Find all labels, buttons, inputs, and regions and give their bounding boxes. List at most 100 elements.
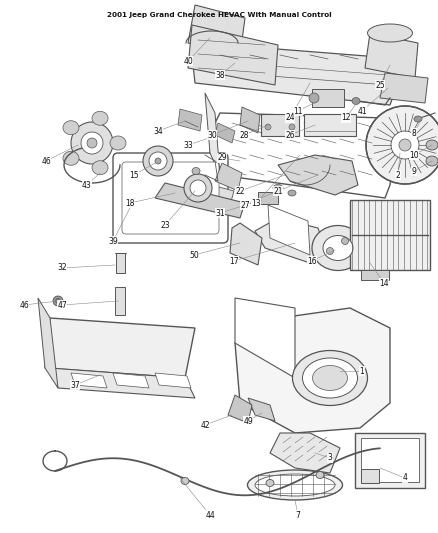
Text: 1: 1 — [360, 367, 364, 376]
Polygon shape — [215, 163, 242, 191]
Bar — [115, 287, 125, 315]
Text: 22: 22 — [235, 187, 245, 196]
Polygon shape — [215, 123, 235, 143]
FancyBboxPatch shape — [122, 162, 219, 234]
Polygon shape — [148, 171, 234, 205]
Text: 42: 42 — [200, 421, 210, 430]
Polygon shape — [230, 223, 262, 265]
Ellipse shape — [316, 472, 324, 479]
Text: 10: 10 — [409, 150, 419, 159]
Text: 2: 2 — [396, 171, 400, 180]
Text: 13: 13 — [251, 198, 261, 207]
Bar — [350, 200, 430, 270]
Text: 26: 26 — [285, 131, 295, 140]
Text: 21: 21 — [273, 187, 283, 196]
Text: 16: 16 — [307, 256, 317, 265]
Text: 40: 40 — [183, 56, 193, 66]
Ellipse shape — [293, 351, 367, 406]
Text: 14: 14 — [379, 279, 389, 287]
Ellipse shape — [352, 98, 360, 104]
Ellipse shape — [426, 140, 438, 150]
Text: 47: 47 — [57, 301, 67, 310]
Ellipse shape — [312, 366, 347, 391]
Bar — [361, 469, 379, 483]
Polygon shape — [210, 113, 395, 198]
Ellipse shape — [367, 24, 413, 42]
Ellipse shape — [143, 146, 173, 176]
Ellipse shape — [92, 111, 108, 125]
Text: 37: 37 — [70, 381, 80, 390]
Polygon shape — [71, 373, 107, 388]
Text: 46: 46 — [19, 301, 29, 310]
Ellipse shape — [53, 296, 63, 306]
Polygon shape — [188, 5, 245, 55]
Ellipse shape — [323, 236, 353, 261]
Text: 24: 24 — [285, 114, 295, 123]
Ellipse shape — [312, 225, 364, 271]
Text: 38: 38 — [215, 70, 225, 79]
Ellipse shape — [326, 247, 333, 254]
Text: 34: 34 — [153, 126, 163, 135]
Bar — [261, 114, 299, 136]
Text: 32: 32 — [57, 263, 67, 272]
Text: 46: 46 — [41, 157, 51, 166]
Text: 7: 7 — [296, 511, 300, 520]
Bar — [304, 114, 356, 136]
Ellipse shape — [155, 158, 161, 164]
Bar — [361, 270, 389, 280]
Ellipse shape — [399, 139, 411, 151]
Bar — [355, 432, 425, 488]
Ellipse shape — [190, 180, 206, 196]
Polygon shape — [192, 43, 395, 105]
Ellipse shape — [247, 470, 343, 500]
Text: 18: 18 — [125, 198, 135, 207]
Ellipse shape — [56, 298, 60, 303]
Text: 3: 3 — [328, 454, 332, 463]
Polygon shape — [38, 298, 58, 388]
Polygon shape — [235, 298, 295, 378]
Text: 12: 12 — [341, 114, 351, 123]
Polygon shape — [248, 398, 275, 421]
Ellipse shape — [309, 93, 319, 103]
Text: 11: 11 — [293, 107, 303, 116]
Polygon shape — [255, 218, 325, 263]
Text: 27: 27 — [240, 200, 250, 209]
Text: 33: 33 — [183, 141, 193, 149]
Ellipse shape — [63, 151, 79, 165]
Polygon shape — [270, 433, 340, 473]
Polygon shape — [228, 395, 252, 423]
Text: 28: 28 — [239, 131, 249, 140]
Ellipse shape — [63, 120, 79, 135]
Ellipse shape — [255, 474, 335, 496]
Ellipse shape — [426, 156, 438, 166]
Text: 15: 15 — [129, 171, 139, 180]
Polygon shape — [178, 109, 202, 131]
Ellipse shape — [192, 167, 200, 174]
Polygon shape — [278, 155, 358, 195]
FancyBboxPatch shape — [113, 153, 228, 243]
Text: 23: 23 — [160, 221, 170, 230]
Polygon shape — [240, 107, 260, 133]
Text: 17: 17 — [229, 256, 239, 265]
Ellipse shape — [303, 358, 357, 398]
Ellipse shape — [184, 174, 212, 202]
Ellipse shape — [181, 478, 189, 484]
Polygon shape — [205, 93, 220, 175]
Text: 39: 39 — [108, 237, 118, 246]
Text: 43: 43 — [82, 181, 92, 190]
Text: 4: 4 — [403, 473, 407, 482]
Text: 25: 25 — [375, 80, 385, 90]
Text: 50: 50 — [189, 251, 199, 260]
Polygon shape — [235, 308, 390, 433]
Text: 31: 31 — [215, 208, 225, 217]
Bar — [258, 192, 278, 204]
Ellipse shape — [266, 480, 274, 487]
Polygon shape — [50, 368, 195, 398]
Polygon shape — [365, 33, 418, 78]
Polygon shape — [155, 183, 245, 218]
Polygon shape — [380, 73, 428, 103]
Text: 41: 41 — [357, 107, 367, 116]
Polygon shape — [268, 205, 310, 255]
Ellipse shape — [265, 124, 271, 130]
Polygon shape — [188, 25, 278, 85]
